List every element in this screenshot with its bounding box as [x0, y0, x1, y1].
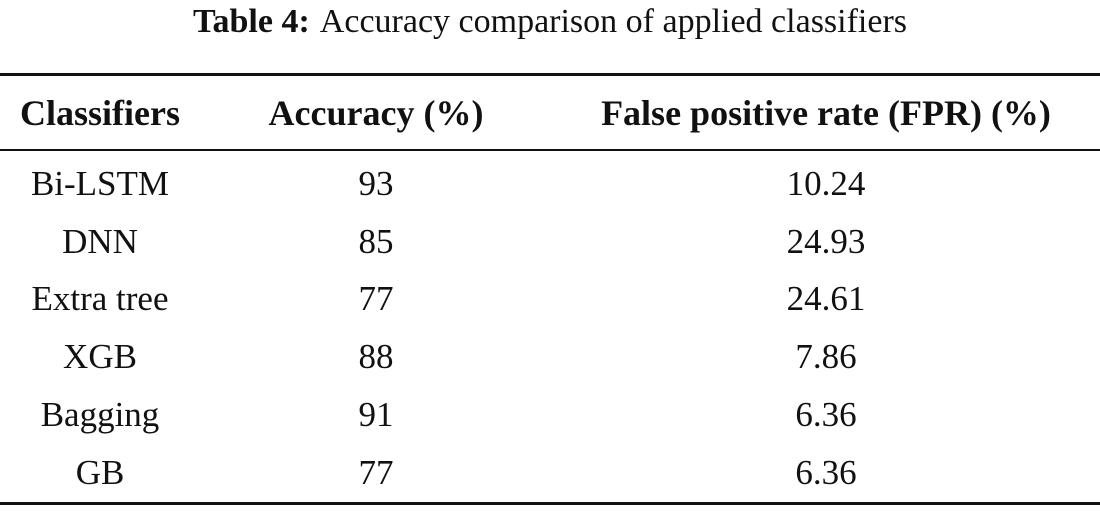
- table-cell: Extra tree: [31, 279, 169, 319]
- table-cell: 91: [358, 395, 394, 435]
- table-cell: Bagging: [40, 395, 160, 435]
- table-body: Bi-LSTM 93 10.24 DNN 85 24.93 Extra tree 77 24.6…: [0, 150, 1100, 504]
- table-cell: 88: [358, 337, 394, 377]
- table-row: DNN 85 24.93: [0, 213, 1100, 271]
- table-cell: XGB: [63, 337, 137, 377]
- table-row: Extra tree 77 24.61: [0, 271, 1100, 329]
- caption-text: Accuracy comparison of applied classifie…: [319, 3, 908, 40]
- table-cell: GB: [75, 452, 125, 492]
- table-row: XGB 88 7.86: [0, 328, 1100, 386]
- table-cell: 6.36: [795, 395, 857, 435]
- table-cell: DNN: [62, 221, 138, 261]
- table-caption: Table 4: Accuracy comparison of applied c…: [0, 0, 1100, 44]
- table-cell: 77: [358, 452, 394, 492]
- caption-label: Table 4:: [192, 3, 310, 40]
- table-row: Bagging 91 6.36: [0, 386, 1100, 444]
- table-row: GB 77 6.36: [0, 444, 1100, 504]
- header-row: Classifiers Accuracy (%) False positive ra…: [0, 74, 1100, 150]
- table-cell: 77: [358, 279, 394, 319]
- table-cell: 24.61: [786, 279, 866, 319]
- table-cell: 10.24: [786, 163, 866, 203]
- table-cell: 93: [358, 163, 394, 203]
- table: Classifiers Accuracy (%) False positive ra…: [0, 73, 1100, 505]
- column-header: Accuracy (%): [268, 92, 484, 133]
- table-cell: Bi-LSTM: [30, 163, 170, 203]
- table-cell: 85: [358, 221, 394, 261]
- column-header: False positive rate (FPR) (%): [601, 92, 1051, 133]
- table-cell: 24.93: [786, 221, 866, 261]
- table-head: Classifiers Accuracy (%) False positive ra…: [0, 74, 1100, 150]
- table-cell: 6.36: [795, 452, 857, 492]
- table-row: Bi-LSTM 93 10.24: [0, 150, 1100, 213]
- table-cell: 7.86: [795, 337, 857, 377]
- column-header: Classifiers: [20, 92, 180, 133]
